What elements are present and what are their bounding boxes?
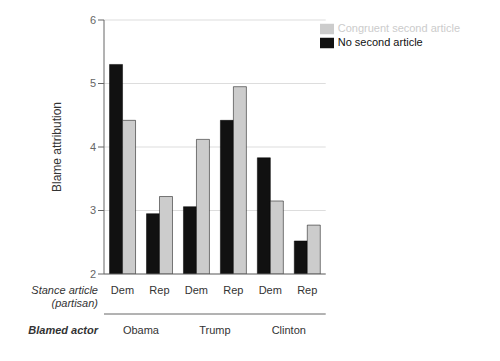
svg-text:Blamed actor: Blamed actor (28, 324, 98, 336)
svg-text:3: 3 (90, 204, 96, 216)
svg-text:Dem: Dem (185, 284, 208, 296)
svg-text:Rep: Rep (149, 284, 169, 296)
svg-text:Clinton: Clinton (272, 324, 306, 336)
svg-text:5: 5 (90, 77, 96, 89)
svg-text:6: 6 (90, 14, 96, 26)
svg-text:Trump: Trump (199, 324, 230, 336)
svg-text:Obama: Obama (123, 324, 160, 336)
svg-text:Rep: Rep (297, 284, 317, 296)
svg-text:Dem: Dem (259, 284, 282, 296)
svg-text:2: 2 (90, 268, 96, 280)
svg-text:4: 4 (90, 141, 96, 153)
svg-text:Rep: Rep (223, 284, 243, 296)
html-text:No second article: No second article (337, 36, 423, 49)
svg-text:Blame attribution: Blame attribution (50, 102, 64, 192)
svg-text:Stance article(partisan): Stance article(partisan) (31, 284, 98, 309)
svg-text:Dem: Dem (111, 284, 134, 296)
html-text:Congruent second article: Congruent second article (337, 22, 460, 34)
